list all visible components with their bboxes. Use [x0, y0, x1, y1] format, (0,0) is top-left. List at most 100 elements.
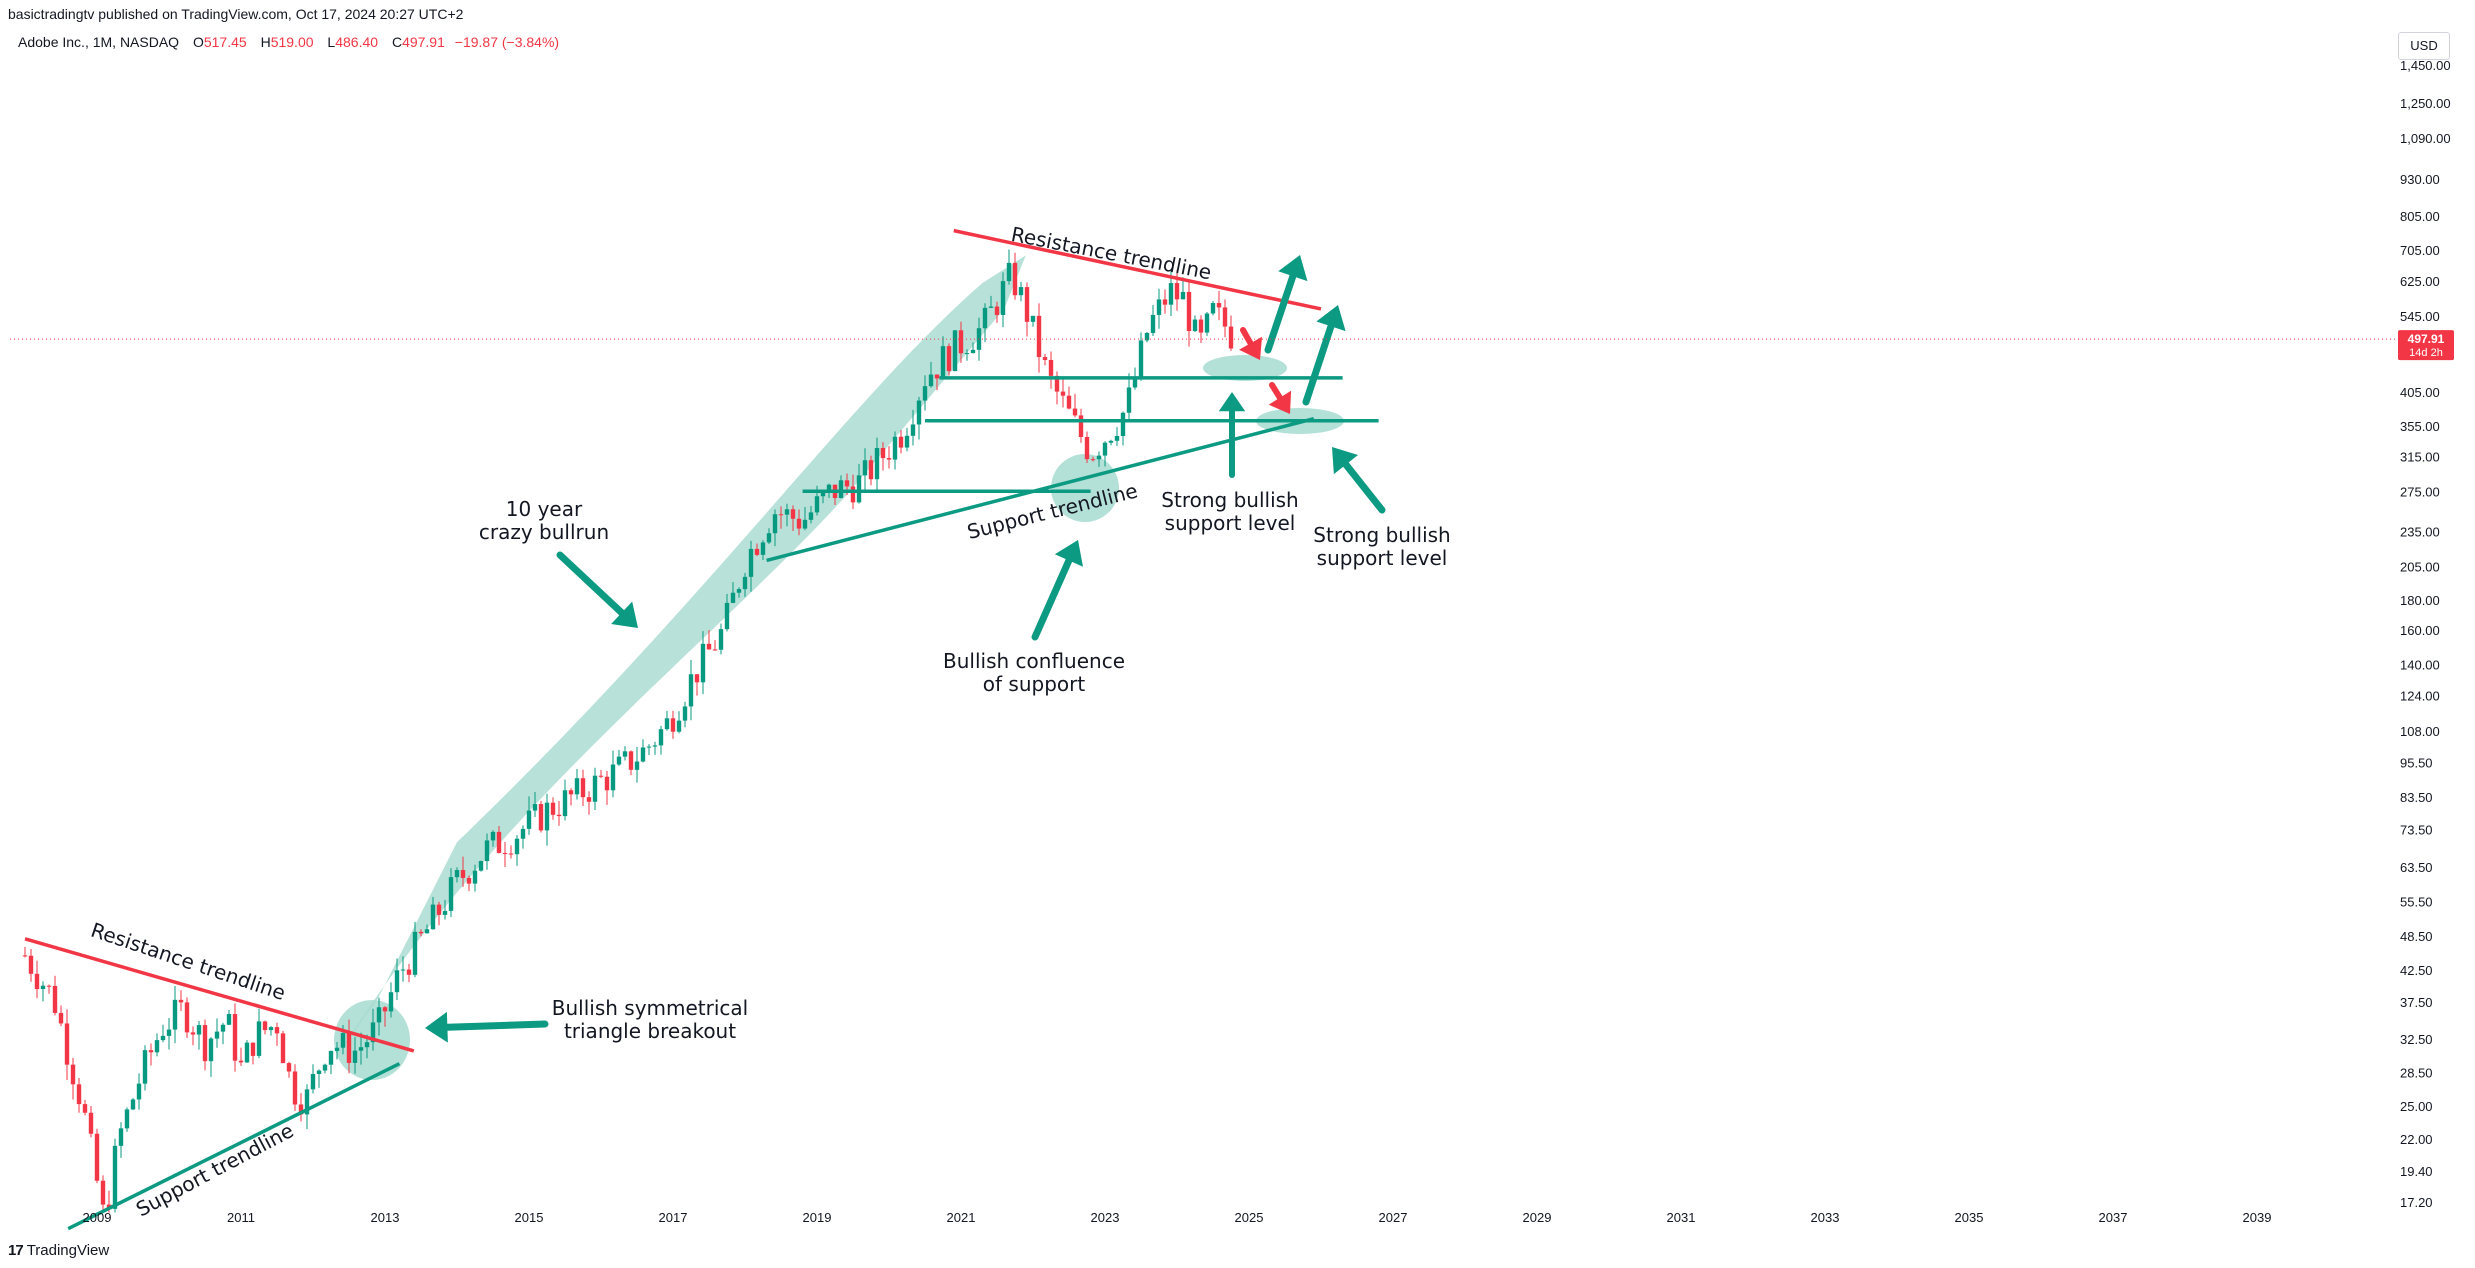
candle-body [916, 400, 922, 425]
confluence-arrow-head [1054, 540, 1084, 567]
candle-body [1108, 440, 1114, 443]
candle-body [238, 1060, 244, 1063]
y-tick-label: 705.00 [2400, 243, 2440, 258]
candle-body [616, 756, 622, 765]
candle-body [1102, 442, 1108, 456]
candle-body [646, 746, 652, 748]
candle-body [472, 870, 478, 884]
tradingview-logo-icon: 17 [8, 1242, 24, 1259]
arrow-layer [425, 255, 1386, 1043]
x-tick-label: 2009 [83, 1210, 112, 1225]
candle-body [964, 353, 970, 355]
candle-body [1030, 315, 1036, 322]
candle-body [694, 674, 700, 683]
last-price-badge [2398, 330, 2454, 361]
candle-body [454, 870, 460, 878]
candle-body [484, 840, 490, 862]
candle-body [496, 831, 502, 853]
trendline-resistance-1 [24, 937, 415, 1053]
candle-body [568, 790, 574, 795]
x-tick-label: 2025 [1235, 1210, 1264, 1225]
candle-body [598, 775, 604, 777]
resistance-label-2-line: Resistance trendline [1009, 222, 1213, 284]
resistance-label-1: Resistance trendline [88, 918, 289, 1005]
y-tick-label: 32.50 [2400, 1032, 2433, 1047]
candle-body [730, 592, 736, 603]
candle-body [322, 1064, 328, 1071]
candle-body [718, 629, 724, 650]
x-tick-label: 2031 [1667, 1210, 1696, 1225]
candle-body [64, 1023, 70, 1065]
target-arrow-2-shaft [1302, 322, 1335, 406]
candle-body [52, 985, 58, 1013]
candle-body [298, 1104, 304, 1115]
candle-body [544, 802, 550, 831]
candle-body [436, 904, 442, 915]
price-axis[interactable]: 1,450.00 1,250.00 1,090.00 930.00 805.00 705.… [10, 58, 2454, 1210]
y-tick-label: 1,250.00 [2400, 96, 2451, 111]
candle-body [1174, 283, 1180, 300]
candle-body [1168, 283, 1174, 305]
candle-body [868, 460, 874, 480]
bullrun-arrow-shaft [556, 551, 626, 617]
candle-body [88, 1112, 94, 1134]
bullrun-band [334, 255, 1026, 1060]
candle-body [880, 447, 886, 459]
currency-button[interactable]: USD [2398, 32, 2450, 60]
candle-body [1162, 299, 1168, 305]
candle-body [994, 306, 1000, 315]
candle-body [202, 1025, 208, 1062]
candle-body [1216, 303, 1222, 308]
y-tick-label: 545.00 [2400, 309, 2440, 324]
candle-body [1210, 303, 1216, 314]
candle-body [214, 1031, 220, 1039]
time-axis[interactable]: 2009 2011 2013 2015 2017 2019 2021 2023 2025 2027… [83, 1210, 2272, 1225]
candle-body [1138, 340, 1144, 378]
candle-body [550, 802, 556, 815]
y-tick-label: 140.00 [2400, 657, 2440, 672]
candle-body [580, 778, 586, 798]
candle-body [1150, 314, 1156, 334]
pullback-arrow-1-head [1239, 336, 1263, 360]
x-tick-label: 2011 [227, 1210, 255, 1225]
y-tick-label: 25.00 [2400, 1099, 2433, 1114]
y-tick-label: 275.00 [2400, 484, 2440, 499]
candle-body [1126, 387, 1132, 413]
candle-body [562, 790, 568, 817]
top-bar: basictradingtv published on TradingView.… [0, 0, 2475, 30]
y-tick-label: 1,450.00 [2400, 58, 2451, 73]
candle-body [622, 751, 628, 757]
candle-body [346, 1033, 352, 1063]
candle-body [682, 706, 688, 721]
candle-body [820, 491, 826, 497]
candle-body [424, 929, 430, 934]
bullish-support-label-2-line: support level [1317, 546, 1448, 570]
candle-body [184, 1002, 190, 1033]
candle-body [988, 306, 994, 308]
candle-body [1090, 459, 1096, 461]
bullish-support-label-2-line: Strong bullish [1313, 523, 1450, 547]
candle-body [922, 386, 928, 401]
y-tick-label: 73.50 [2400, 823, 2433, 838]
candle-body [838, 480, 844, 499]
candle-body [82, 1104, 88, 1113]
y-tick-label: 1,090.00 [2400, 131, 2451, 146]
candle-body [220, 1024, 226, 1032]
candle-body [94, 1133, 100, 1181]
y-tick-label: 28.50 [2400, 1066, 2433, 1081]
candle-body [982, 307, 988, 329]
bullrun-label-line: crazy bullrun [479, 520, 609, 544]
breakout-label-line: Bullish symmetrical [552, 996, 748, 1020]
candle-body [364, 1042, 370, 1048]
trendline-support-1 [67, 1062, 401, 1231]
candle-body [142, 1050, 148, 1084]
candle-body [376, 1007, 382, 1023]
y-tick-label: 315.00 [2400, 449, 2440, 464]
candle-body [532, 804, 538, 811]
support-arrow-1-head [1218, 392, 1246, 412]
tradingview-logo[interactable]: 17 TradingView [8, 1242, 109, 1259]
candle-body [418, 931, 424, 934]
